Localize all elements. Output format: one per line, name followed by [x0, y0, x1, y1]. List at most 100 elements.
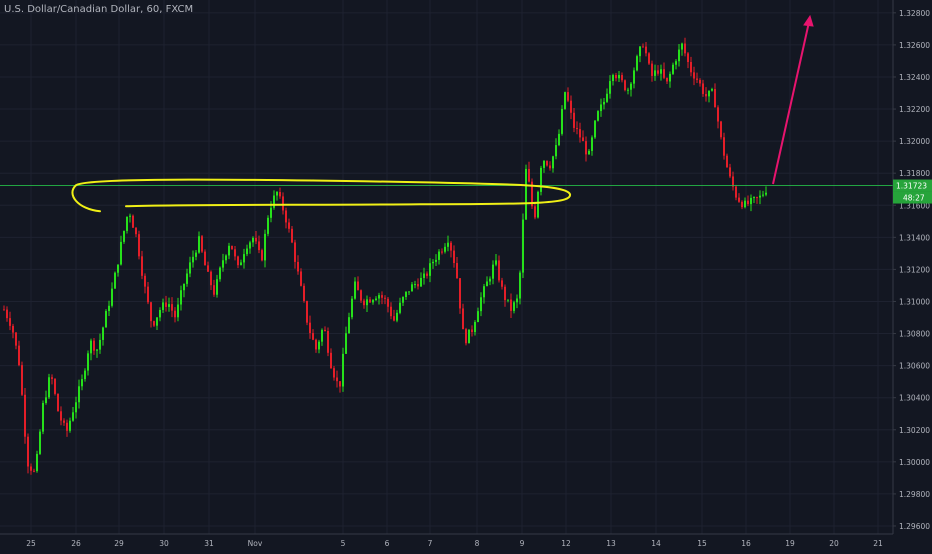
candle-body [459, 278, 461, 309]
price-axis[interactable]: 1.32800 1.32600 1.32400 1.32200 1.32000 1.318… [892, 0, 932, 550]
candle-body [231, 245, 233, 250]
candle-body [54, 378, 56, 394]
candle-body [384, 297, 386, 299]
candle-body [690, 62, 692, 73]
candle-body [96, 349, 98, 351]
candle-body [348, 317, 350, 334]
current-price-badge [893, 179, 932, 192]
candle-body [444, 246, 446, 252]
price-tick-label: 1.29600 [899, 522, 930, 531]
candle-body [618, 75, 620, 79]
candle-body [168, 304, 170, 307]
countdown-label: 48:27 [903, 194, 925, 203]
candle-body [477, 311, 479, 322]
candle-body [93, 340, 95, 351]
annotations[interactable] [0, 14, 893, 213]
candle-body [21, 365, 23, 395]
candle-body [90, 340, 92, 354]
candle-body [351, 298, 353, 318]
candle-body [423, 273, 425, 278]
candle-body [237, 256, 239, 266]
candle-body [111, 288, 113, 306]
price-tick-label: 1.30400 [899, 394, 930, 403]
candle-body [99, 339, 101, 350]
candle-body [63, 420, 65, 423]
candle-body [672, 64, 674, 74]
candle-body [138, 234, 140, 257]
candle-body [699, 79, 701, 84]
yellow-highlight-outline [71, 178, 572, 213]
time-tick-label: 19 [785, 539, 795, 548]
candle-body [696, 78, 698, 80]
candle-body [324, 329, 326, 332]
candle-body [66, 422, 68, 431]
time-axis[interactable]: 25 26 29 30 31 Nov 5 6 7 8 9 12 13 14 15 16 19 20 21 [0, 533, 932, 550]
candle-body [765, 192, 767, 195]
candle-body [336, 377, 338, 382]
candle-body [651, 63, 653, 76]
candles [3, 37, 767, 475]
candle-body [633, 70, 635, 84]
candle-body [339, 381, 341, 387]
candle-body [273, 195, 275, 208]
candle-body [669, 73, 671, 82]
candle-body [204, 251, 206, 266]
candle-body [453, 250, 455, 264]
candle-body [552, 156, 554, 169]
candle-body [285, 210, 287, 223]
candle-body [474, 321, 476, 333]
candle-body [702, 83, 704, 94]
candle-body [735, 186, 737, 198]
price-tick-label: 1.29800 [899, 490, 930, 499]
candle-body [354, 281, 356, 299]
time-tick-label: 31 [204, 539, 214, 548]
time-tick-label: 16 [741, 539, 751, 548]
symbol-title[interactable]: U.S. Dollar/Canadian Dollar, 60, FXCM [4, 4, 194, 15]
candle-body [363, 300, 365, 306]
candle-body [567, 92, 569, 101]
candle-body [705, 93, 707, 97]
candle-body [126, 216, 128, 231]
candle-body [558, 133, 560, 146]
candle-body [411, 284, 413, 292]
candle-body [330, 352, 332, 369]
time-tick-label: Nov [248, 539, 263, 548]
candle-body [81, 379, 83, 387]
candle-body [711, 89, 713, 91]
candle-body [654, 70, 656, 76]
candle-body [189, 262, 191, 274]
candle-body [15, 332, 17, 346]
candle-body [180, 290, 182, 305]
candle-body [726, 155, 728, 168]
time-tick-label: 20 [829, 539, 839, 548]
candle-body [480, 297, 482, 312]
candle-body [606, 93, 608, 102]
price-tick-label: 1.30800 [899, 330, 930, 339]
candle-body [183, 283, 185, 291]
candle-body [393, 316, 395, 321]
candle-body [210, 271, 212, 286]
candle-body [216, 279, 218, 295]
candle-body [573, 112, 575, 128]
candle-body [522, 219, 524, 273]
candle-body [135, 227, 137, 235]
candle-body [258, 241, 260, 251]
candle-body [390, 306, 392, 317]
candle-body [186, 273, 188, 284]
candle-body [555, 145, 557, 157]
time-tick-label: 25 [26, 539, 36, 548]
candle-body [45, 397, 47, 404]
candle-body [744, 200, 746, 208]
candle-body [603, 101, 605, 105]
candle-body [42, 403, 44, 432]
candle-body [714, 89, 716, 108]
candle-body [243, 254, 245, 263]
candle-body [60, 411, 62, 421]
candle-body [360, 290, 362, 301]
candle-body [666, 77, 668, 82]
candle-body [525, 168, 527, 220]
candle-body [492, 264, 494, 279]
candle-body [402, 296, 404, 303]
